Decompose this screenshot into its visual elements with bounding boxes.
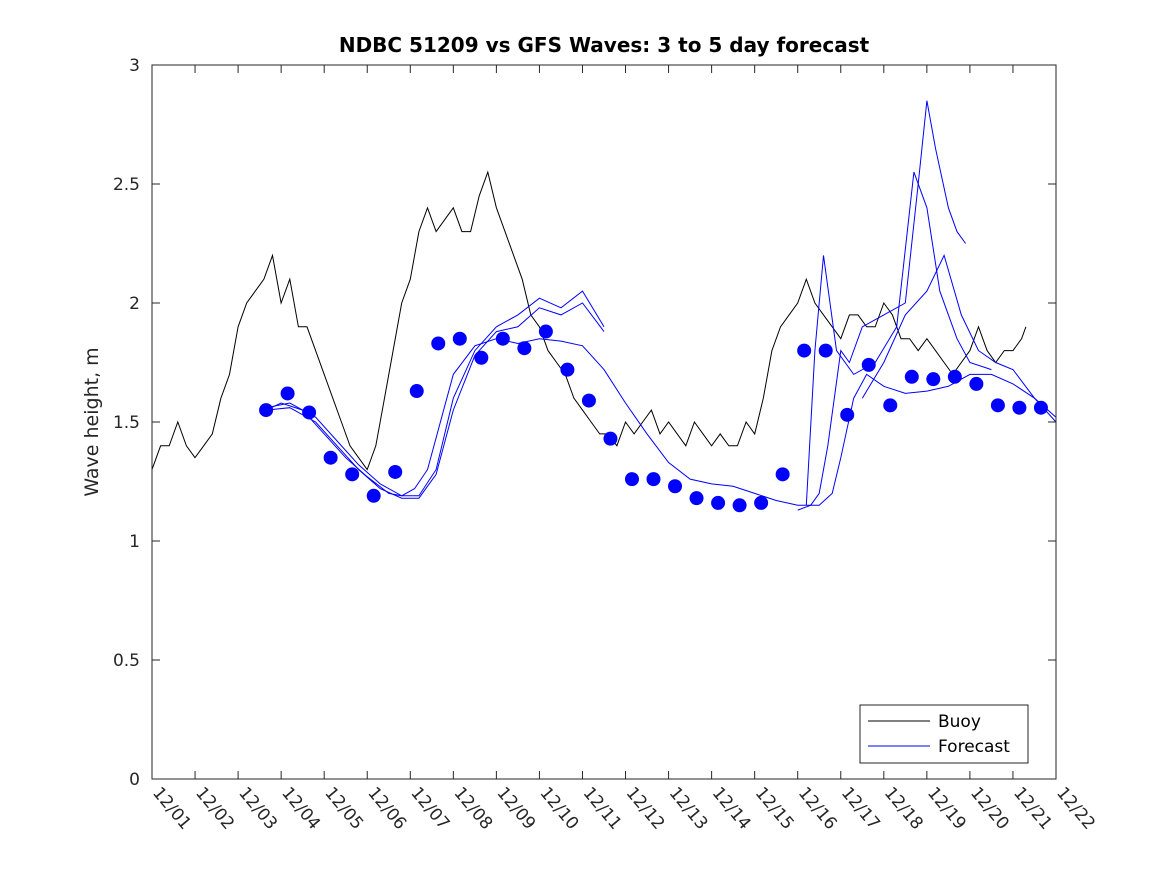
x-tick-label: 12/13 — [665, 783, 712, 833]
y-tick-label: 0.5 — [113, 651, 140, 671]
legend-box — [859, 704, 1029, 764]
x-tick-label: 12/12 — [622, 783, 669, 833]
x-tick-label: 12/03 — [234, 783, 281, 833]
forecast-point — [969, 376, 984, 391]
forecast-point — [883, 398, 898, 413]
forecast-point — [452, 331, 467, 346]
forecast-point — [668, 479, 683, 494]
x-tick-label: 12/21 — [1009, 783, 1056, 833]
x-tick-label: 12/05 — [320, 783, 367, 833]
chart-title: NDBC 51209 vs GFS Waves: 3 to 5 day fore… — [339, 33, 870, 57]
plot-area — [152, 65, 1056, 779]
x-tick-label: 12/14 — [708, 783, 755, 833]
forecast-line — [861, 254, 1057, 423]
forecast-point — [947, 369, 962, 384]
forecast-point — [538, 324, 553, 339]
forecast-line — [266, 290, 605, 497]
forecast-point — [431, 336, 446, 351]
forecast-point — [624, 472, 639, 487]
forecast-point — [926, 372, 941, 387]
y-tick-label: 3 — [129, 56, 140, 76]
x-tick-label: 12/04 — [277, 783, 324, 833]
forecast-point — [689, 491, 704, 506]
y-tick-label: 1.5 — [113, 413, 140, 433]
forecast-point — [818, 343, 833, 358]
forecast-line — [797, 100, 967, 511]
x-tick-label: 12/17 — [837, 783, 884, 833]
forecast-point — [1033, 400, 1048, 415]
forecast-point — [517, 341, 532, 356]
y-tick-label: 2 — [129, 294, 140, 314]
forecast-point — [323, 450, 338, 465]
forecast-point — [560, 362, 575, 377]
forecast-point — [345, 467, 360, 482]
x-tick-label: 12/22 — [1052, 783, 1099, 833]
x-tick-label: 12/11 — [579, 783, 626, 833]
forecast-point — [409, 384, 424, 399]
x-tick-label: 12/15 — [751, 783, 798, 833]
forecast-point — [302, 405, 317, 420]
forecast-point — [280, 386, 295, 401]
forecast-point — [646, 472, 661, 487]
series-layer — [151, 100, 1057, 513]
forecast-point — [581, 393, 596, 408]
forecast-point — [711, 495, 726, 510]
x-tick-label: 12/10 — [536, 783, 583, 833]
forecast-point — [366, 488, 381, 503]
forecast-point — [474, 350, 489, 365]
y-tick-label: 0 — [129, 770, 140, 790]
legend-buoy-label: Buoy — [938, 712, 981, 732]
x-tick-label: 12/06 — [363, 783, 410, 833]
forecast-point — [840, 407, 855, 422]
forecast-point — [388, 464, 403, 479]
y-tick-label: 2.5 — [113, 175, 140, 195]
x-tick-label: 12/19 — [923, 783, 970, 833]
legend-forecast-label: Forecast — [938, 737, 1010, 757]
forecast-line — [266, 302, 605, 499]
x-tick-label: 12/01 — [148, 783, 195, 833]
forecast-point — [775, 467, 790, 482]
x-tick-label: 12/02 — [191, 783, 238, 833]
x-tick-label: 12/08 — [450, 783, 497, 833]
forecast-point — [495, 331, 510, 346]
forecast-point — [861, 357, 876, 372]
x-tick-label: 12/07 — [406, 783, 453, 833]
forecast-point — [754, 495, 769, 510]
forecast-point — [904, 369, 919, 384]
legend: Buoy Forecast — [859, 704, 1029, 764]
forecast-point — [732, 498, 747, 513]
x-tick-label: 12/18 — [880, 783, 927, 833]
x-tick-label: 12/20 — [966, 783, 1013, 833]
y-axis-label: Wave height, m — [81, 347, 103, 496]
x-tick-label: 12/09 — [493, 783, 540, 833]
forecast-point — [797, 343, 812, 358]
x-tick-label: 12/16 — [794, 783, 841, 833]
forecast-point — [603, 431, 618, 446]
forecast-point — [259, 403, 274, 418]
forecast-line — [265, 338, 1057, 506]
forecast-point — [990, 398, 1005, 413]
forecast-point — [1012, 400, 1027, 415]
forecast-line — [805, 171, 992, 506]
buoy-line — [151, 170, 1027, 471]
y-tick-label: 1 — [129, 532, 140, 552]
